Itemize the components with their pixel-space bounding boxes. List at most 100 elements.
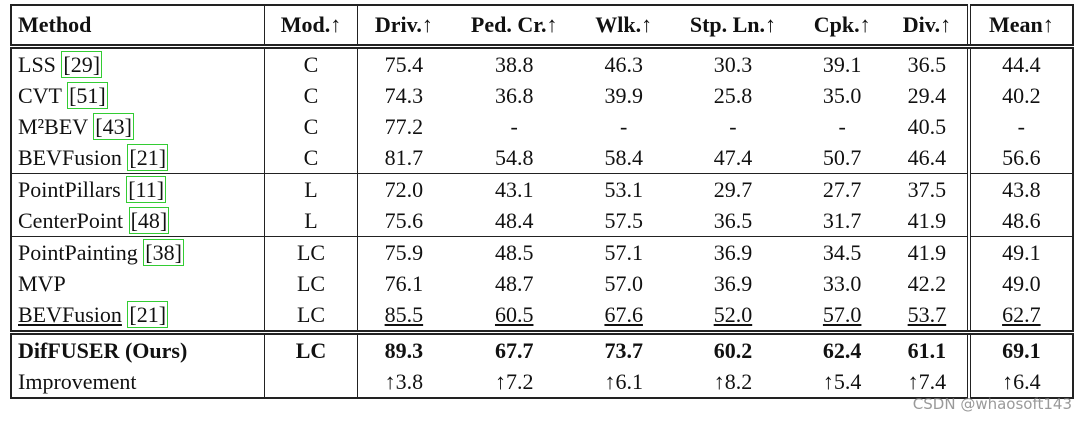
- citation: [29]: [61, 50, 103, 78]
- score-cell: 57.0: [579, 268, 669, 299]
- score-cell: 62.4: [797, 330, 888, 366]
- score-cell: ↑6.1: [579, 366, 669, 398]
- score-cell: 53.1: [578, 173, 669, 205]
- score-cell: 43.1: [449, 173, 579, 205]
- citation: [51]: [67, 81, 108, 109]
- citation: [11]: [126, 175, 167, 203]
- score-cell: -: [669, 111, 797, 142]
- score: 48.6: [1002, 207, 1041, 233]
- score: 39.9: [604, 82, 643, 108]
- score: 75.9: [384, 239, 424, 265]
- score-cell: 72.0: [357, 173, 450, 205]
- score-cell: 73.7: [578, 330, 669, 366]
- table-row: DifFUSER (Ours) LC 89.3 67.7 73.7 60.2 62.4 61.…: [11, 330, 1073, 366]
- table-row: M²BEV [43] C 77.2- - - -40.5-: [11, 111, 1073, 142]
- score: 58.4: [604, 144, 643, 170]
- score: 75.6: [384, 207, 424, 233]
- modality-cell: C: [264, 142, 358, 174]
- score-cell: 50.7: [797, 142, 887, 174]
- score-cell: 53.7: [887, 299, 971, 333]
- modality-cell: LC: [264, 330, 358, 366]
- table-row: CenterPoint [48] L 75.6 48.4 57.5 36.5 31.7 41.…: [11, 205, 1073, 237]
- column-header: Driv.↑: [357, 5, 450, 49]
- score: 53.7: [907, 301, 947, 327]
- score: 81.7: [384, 144, 424, 170]
- score-cell: 67.6: [579, 299, 669, 333]
- score: 36.8: [494, 82, 534, 108]
- score: -: [729, 113, 737, 139]
- modality-cell: [264, 366, 358, 398]
- score: 77.2: [384, 113, 424, 139]
- score-cell: 60.5: [450, 299, 579, 333]
- table-row: CVT [51] C 74.3 36.8 39.9 25.8 35.0 29.4 40.2: [11, 80, 1073, 111]
- score: 60.5: [494, 301, 534, 327]
- score: 27.7: [822, 176, 862, 202]
- score: ↑3.8: [384, 368, 424, 394]
- score: 76.1: [384, 270, 424, 296]
- score-cell: 46.4: [887, 142, 971, 174]
- score: 48.5: [494, 239, 534, 265]
- score-cell: 25.8: [669, 80, 797, 111]
- score: -: [510, 113, 518, 139]
- score-cell: 81.7: [358, 142, 450, 174]
- score-cell: 48.4: [450, 205, 579, 237]
- modality-cell: C: [264, 80, 358, 111]
- column-header: Mean↑: [968, 5, 1073, 49]
- score-cell: ↑7.4: [887, 366, 971, 398]
- score: 39.1: [822, 51, 862, 77]
- score: ↑7.4: [907, 368, 947, 394]
- score: 75.4: [384, 51, 424, 77]
- score-cell: 49.1: [968, 236, 1073, 268]
- score: 53.1: [604, 176, 643, 202]
- column-header: Ped. Cr.↑: [449, 5, 579, 49]
- score-cell: 37.5: [887, 173, 971, 205]
- column-header: Div.↑: [887, 5, 971, 49]
- method-name: CVT: [18, 82, 62, 108]
- column-header: Cpk.↑: [797, 5, 888, 49]
- score: 46.4: [907, 144, 947, 170]
- score-cell: 61.1: [887, 330, 971, 366]
- score: 62.4: [822, 337, 862, 363]
- score-cell: 33.0: [797, 268, 887, 299]
- score: 57.5: [604, 207, 643, 233]
- score-cell: 39.1: [797, 46, 888, 80]
- method-name: PointPainting: [18, 239, 138, 265]
- score-cell: 60.2: [668, 330, 798, 366]
- score-cell: 54.8: [450, 142, 579, 174]
- score: 40.5: [907, 113, 947, 139]
- score-cell: 75.6: [358, 205, 450, 237]
- score: 57.0: [822, 301, 862, 327]
- score-cell: 75.9: [357, 236, 450, 268]
- score-cell: 77.2: [358, 111, 450, 142]
- score: 31.7: [822, 207, 862, 233]
- score-cell: ↑5.4: [797, 366, 887, 398]
- score: 41.9: [907, 207, 947, 233]
- score-cell: 35.0: [797, 80, 887, 111]
- method-cell: MVP: [11, 268, 265, 299]
- method-name: M²BEV: [18, 113, 88, 139]
- score-cell: 29.7: [668, 173, 798, 205]
- modality-cell: C: [264, 46, 358, 80]
- score-cell: 48.5: [449, 236, 579, 268]
- score-cell: 49.0: [969, 268, 1073, 299]
- score: 37.5: [907, 176, 947, 202]
- modality-cell: C: [264, 111, 358, 142]
- modality-cell: L: [264, 173, 358, 205]
- score: 30.3: [713, 51, 753, 77]
- score: 47.4: [713, 144, 753, 170]
- table-row: Improvement ↑3.8 ↑7.2 ↑6.1 ↑8.2 ↑5.4 ↑7.4 ↑6.4: [11, 366, 1073, 398]
- score: 36.9: [713, 270, 753, 296]
- score: 33.0: [822, 270, 862, 296]
- score: ↑8.2: [713, 368, 753, 394]
- method-name: LSS: [18, 51, 56, 77]
- column-header: Method: [11, 5, 265, 49]
- score-cell: 40.2: [969, 80, 1073, 111]
- method-cell: CVT [51]: [11, 80, 265, 111]
- score-cell: 67.7: [449, 330, 579, 366]
- table-row: PointPainting [38] LC 75.9 48.5 57.1 36.9 34.5…: [11, 236, 1073, 268]
- score: 57.0: [604, 270, 643, 296]
- score-cell: 36.8: [450, 80, 579, 111]
- score: 60.2: [713, 337, 753, 363]
- score: ↑7.2: [494, 368, 534, 394]
